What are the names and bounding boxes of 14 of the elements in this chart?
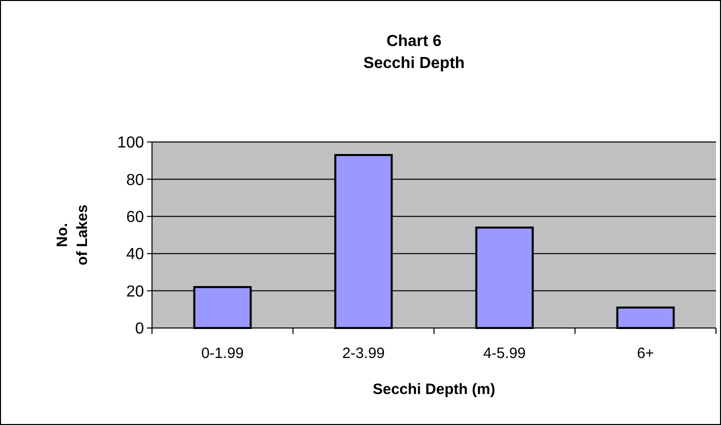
y-tick-label: 60 — [126, 209, 144, 226]
x-tick-label: 4-5.99 — [483, 345, 526, 362]
x-axis-title: Secchi Depth (m) — [372, 381, 496, 398]
y-tick-label: 100 — [117, 134, 144, 152]
x-tick-label: 0-1.99 — [201, 345, 244, 362]
y-axis-title: No. of Lakes — [54, 204, 91, 266]
bar — [616, 306, 675, 329]
y-tick-label: 0 — [135, 320, 144, 338]
x-tick-label: 2-3.99 — [342, 345, 385, 362]
x-tick-label: 6+ — [636, 345, 654, 362]
y-tick-label: 80 — [126, 172, 144, 189]
y-tick-label: 20 — [126, 283, 144, 300]
chart-title: Chart 6 Secchi Depth — [363, 33, 465, 72]
y-tick-label: 40 — [126, 246, 144, 264]
